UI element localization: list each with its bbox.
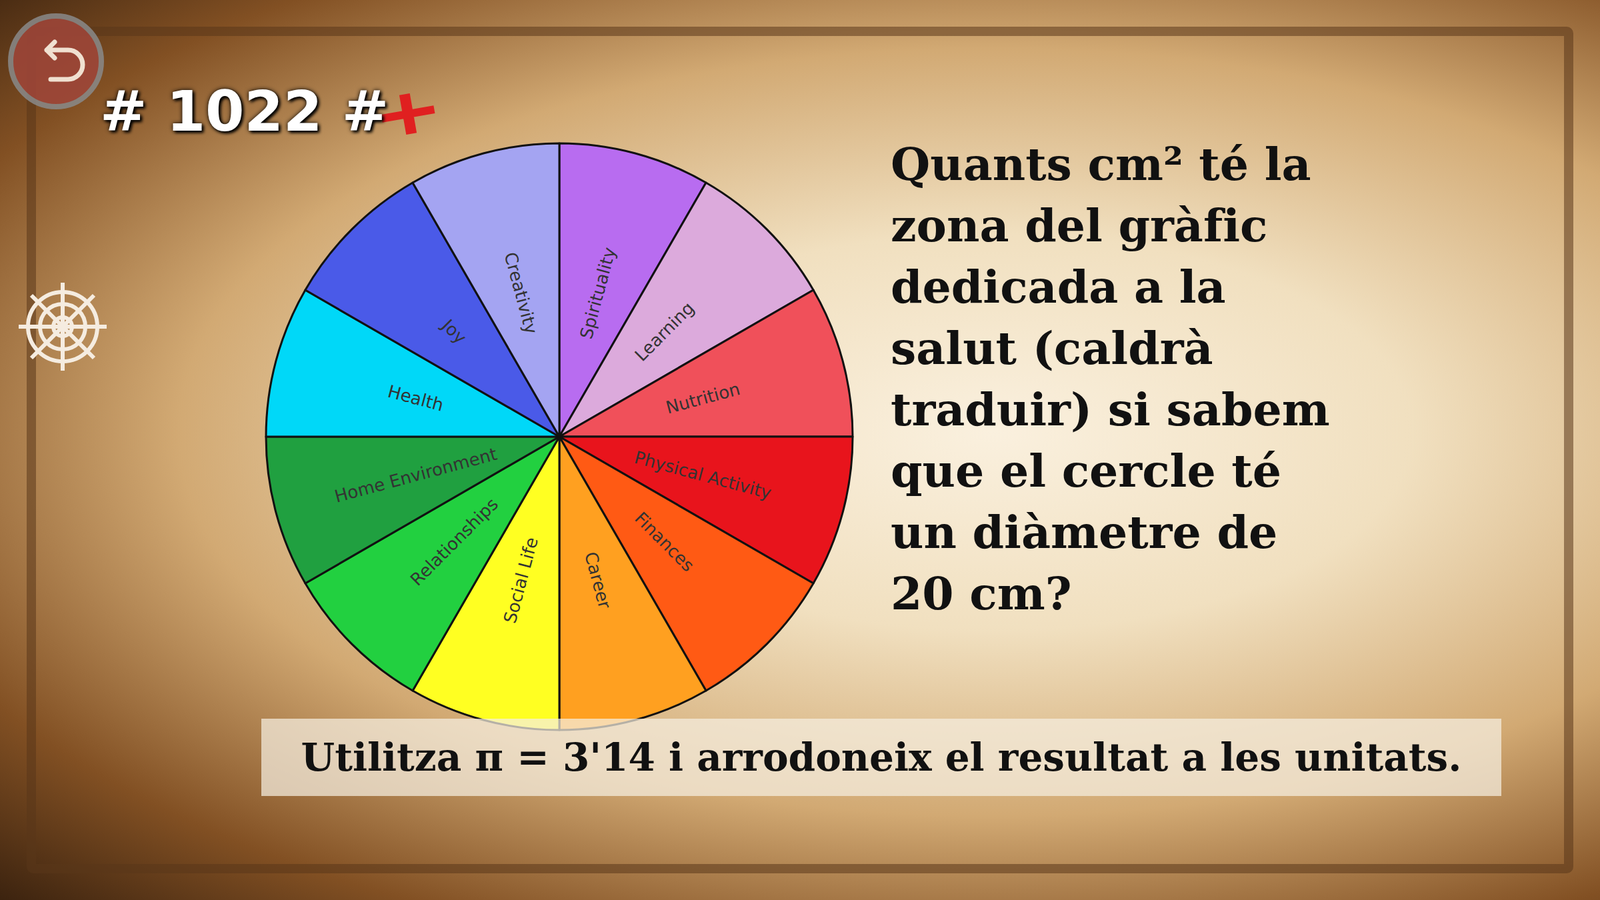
- html-text:salut (caldrà: salut (caldrà: [890, 321, 1214, 375]
- svg-text:Health: Health: [385, 381, 446, 416]
- html-text:20 cm?: 20 cm?: [890, 566, 1072, 620]
- svg-text:Physical Activity: Physical Activity: [632, 447, 774, 504]
- html-text:zona del gràfic: zona del gràfic: [890, 198, 1268, 252]
- svg-text:Nutrition: Nutrition: [664, 378, 743, 418]
- svg-text:Career: Career: [580, 550, 616, 612]
- svg-text:Spirituality: Spirituality: [576, 245, 620, 342]
- svg-text:Finances: Finances: [630, 508, 698, 576]
- html-text:traduir) si sabem: traduir) si sabem: [890, 382, 1330, 436]
- html-text:un diàmetre de: un diàmetre de: [890, 505, 1278, 559]
- html-text:dedicada a la: dedicada a la: [890, 260, 1226, 314]
- svg-text:Relationships: Relationships: [406, 494, 503, 590]
- svg-text:Creativity: Creativity: [500, 250, 542, 336]
- html-text:Utilitza π = 3'14 i arrodoneix: Utilitza π = 3'14 i arrodoneix el result…: [301, 734, 1462, 780]
- svg-text:Learning: Learning: [630, 298, 698, 366]
- svg-text:Home Environment: Home Environment: [332, 444, 499, 507]
- html-text:que el cercle té: que el cercle té: [890, 444, 1282, 498]
- svg-text:Joy: Joy: [437, 314, 471, 348]
- html-text:Quants cm² té la: Quants cm² té la: [890, 137, 1312, 191]
- svg-text:Social Life: Social Life: [500, 535, 542, 626]
- html-text:# 1022 #: # 1022 #: [100, 78, 389, 144]
